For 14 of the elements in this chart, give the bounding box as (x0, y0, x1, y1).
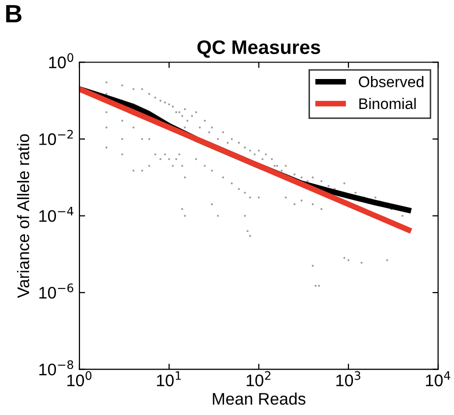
x-tick-label: 10$^{2}$ (246, 371, 270, 386)
y-tick-label: 10$^{−2}$ (39, 130, 73, 146)
y-tick-label: 10$^{−4}$ (39, 206, 74, 222)
text: B (6, 5, 22, 22)
x-tick-label: 10$^{3}$ (336, 371, 360, 386)
y-axis-title: Variance of Allele ratio (16, 134, 30, 298)
chart-title: QC Measures (197, 40, 320, 58)
y-tick-label: 10$^{0}$ (49, 53, 74, 68)
x-tick-label: 10$^{1}$ (157, 371, 181, 386)
legend-label: Binomial (359, 98, 416, 110)
y-tick-label: 10$^{−6}$ (39, 283, 74, 299)
legend-label: Observed (358, 76, 424, 88)
x-tick-label: 10$^{4}$ (426, 371, 450, 386)
x-axis-title: Mean Reads (212, 392, 306, 405)
